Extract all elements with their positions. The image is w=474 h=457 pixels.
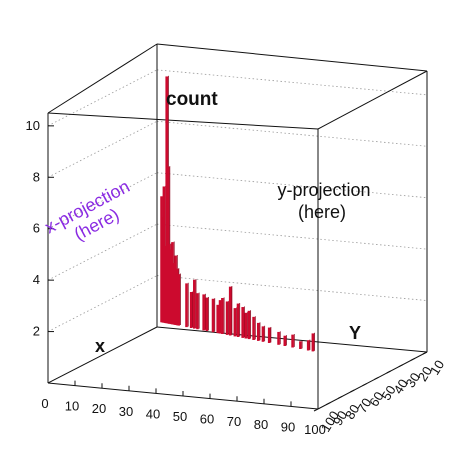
grid-line-left bbox=[47, 69, 158, 127]
top-right-edge bbox=[317, 70, 428, 130]
floor-left-edge bbox=[47, 326, 158, 384]
bar bbox=[267, 326, 272, 343]
bars bbox=[160, 75, 315, 352]
grid-line-left bbox=[47, 120, 158, 178]
x-tick-label: 50 bbox=[173, 409, 187, 424]
bar bbox=[193, 279, 197, 329]
back-wall-grid bbox=[47, 69, 428, 332]
bar bbox=[247, 310, 252, 340]
grid-line-left bbox=[47, 172, 158, 230]
z-tick-label: 10 bbox=[26, 118, 40, 133]
y-tick-label: 70 bbox=[354, 395, 374, 415]
y-tick-label: 90 bbox=[330, 408, 350, 428]
top-left-edge bbox=[47, 43, 158, 114]
bar bbox=[306, 339, 311, 351]
y-tick-label: 50 bbox=[378, 383, 398, 403]
x-tick-label: 90 bbox=[281, 419, 295, 434]
z-tick-label: 6 bbox=[33, 221, 40, 236]
x-tick-label: 10 bbox=[65, 399, 79, 414]
y-projection-here: (here) bbox=[298, 202, 346, 222]
grid-line-left bbox=[47, 275, 158, 332]
x-axis-title: x bbox=[95, 336, 105, 356]
grid-line-back bbox=[156, 223, 428, 250]
bar bbox=[311, 332, 315, 352]
bar bbox=[291, 334, 295, 348]
grid-line-left bbox=[47, 223, 158, 281]
bar bbox=[189, 291, 194, 328]
x-tick-label: 30 bbox=[119, 404, 133, 419]
bar bbox=[252, 316, 256, 340]
y-projection-annotation: y-projection (here) bbox=[277, 180, 370, 222]
bar bbox=[261, 325, 266, 342]
x-projection-annotation: x-projection (here) bbox=[41, 176, 133, 244]
bar bbox=[225, 300, 230, 335]
grid-line-back bbox=[156, 172, 428, 199]
floor-right-edge bbox=[317, 351, 428, 410]
y-tick-label: 10 bbox=[427, 357, 447, 377]
bar bbox=[202, 293, 206, 331]
x-tick-label: 80 bbox=[254, 417, 268, 432]
bar bbox=[241, 306, 245, 338]
x-tick-label: 70 bbox=[227, 414, 241, 429]
y-tick-label: 60 bbox=[366, 389, 386, 409]
z-tick-label: 2 bbox=[33, 324, 40, 339]
y-tick-label: 20 bbox=[415, 364, 435, 384]
bar bbox=[299, 340, 303, 349]
bar bbox=[244, 312, 248, 339]
chart-title: count bbox=[166, 89, 218, 110]
bar bbox=[205, 296, 209, 331]
x-tick-label: 20 bbox=[92, 401, 106, 416]
bar bbox=[277, 331, 281, 345]
y-projection-label: y-projection bbox=[277, 180, 370, 200]
x-tick-label: 100 bbox=[304, 422, 326, 437]
y-axis-title: Y bbox=[349, 323, 361, 343]
x-tick-label: 0 bbox=[41, 396, 48, 411]
bar bbox=[228, 286, 233, 336]
z-tick-label: 4 bbox=[33, 272, 40, 287]
x-tick-label: 60 bbox=[200, 412, 214, 427]
bar bbox=[256, 322, 261, 341]
bar bbox=[221, 297, 225, 334]
bar bbox=[177, 273, 181, 326]
top-front-edge bbox=[47, 112, 319, 130]
grid-line-back bbox=[156, 275, 428, 301]
z-tick-label: 8 bbox=[33, 169, 40, 184]
bar bbox=[196, 292, 200, 330]
bar bbox=[233, 307, 237, 337]
bar bbox=[211, 298, 216, 333]
grid-line-back bbox=[156, 69, 428, 96]
grid-line-back bbox=[156, 120, 428, 147]
y-tick-label: 40 bbox=[390, 376, 410, 396]
x-tick-label: 40 bbox=[146, 406, 160, 421]
bar bbox=[236, 302, 241, 337]
bar bbox=[185, 282, 189, 328]
y-tick-label: 30 bbox=[403, 370, 423, 390]
bar bbox=[283, 335, 287, 346]
top-back-edge bbox=[156, 43, 428, 72]
y-tick-label: 80 bbox=[342, 402, 362, 422]
